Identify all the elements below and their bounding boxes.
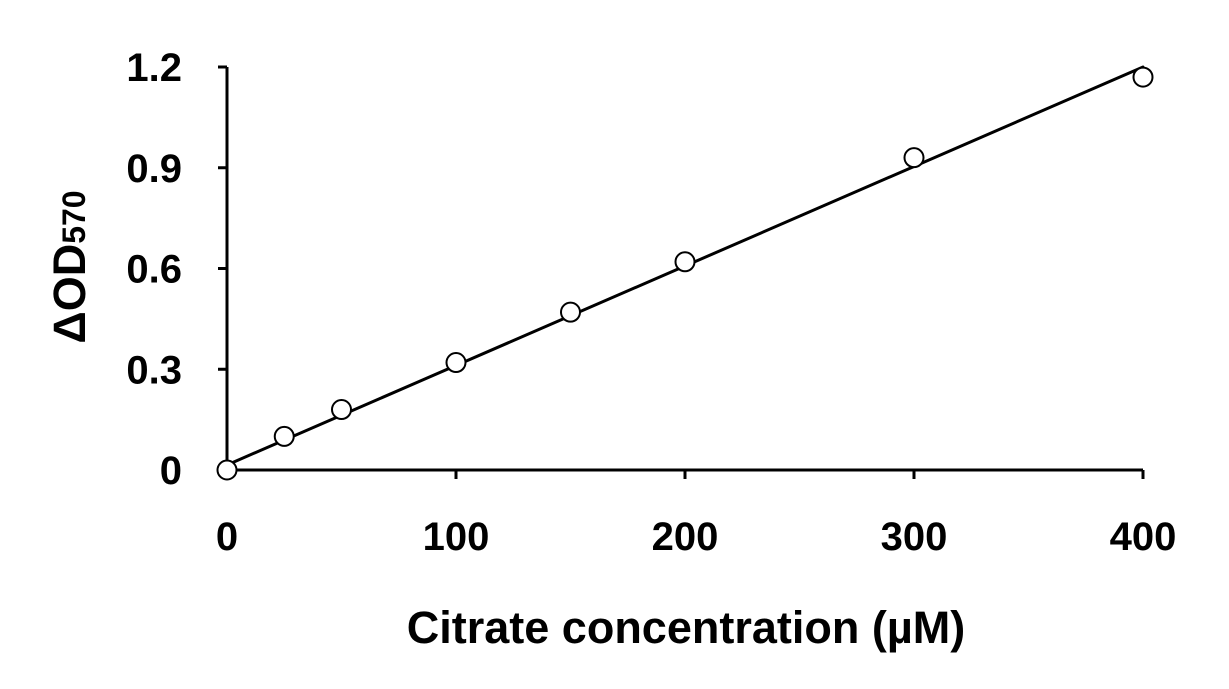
data-point — [674, 251, 696, 273]
data-points — [216, 66, 1154, 481]
tick-labels: 0 100 200 300 400 0 0.3 0.6 0.9 1.2 — [126, 46, 1176, 559]
y-tick-label: 1.2 — [126, 46, 182, 90]
x-tick-label: 0 — [216, 515, 238, 559]
data-point — [903, 147, 925, 169]
axes — [218, 65, 1145, 479]
data-point — [560, 301, 581, 323]
x-axis-title: Citrate concentration (µM) — [407, 602, 965, 653]
x-tick-label: 100 — [423, 515, 490, 559]
x-tick-label: 400 — [1110, 515, 1177, 559]
data-point — [273, 425, 295, 447]
y-axis-title-subscript: 570 — [56, 190, 92, 243]
y-tick-label: 0 — [160, 449, 182, 493]
data-point — [1132, 66, 1154, 88]
y-tick-label: 0.9 — [126, 147, 182, 191]
y-axis-title: ΔOD570 — [44, 190, 95, 343]
y-axis-title-main: ΔOD — [44, 244, 95, 344]
y-tick-label: 0.3 — [126, 348, 182, 392]
data-point — [216, 459, 238, 481]
y-tick-label: 0.6 — [126, 248, 182, 292]
data-point — [445, 352, 467, 374]
data-point — [331, 399, 352, 421]
x-tick-label: 300 — [881, 515, 948, 559]
x-tick-label: 200 — [652, 515, 719, 559]
